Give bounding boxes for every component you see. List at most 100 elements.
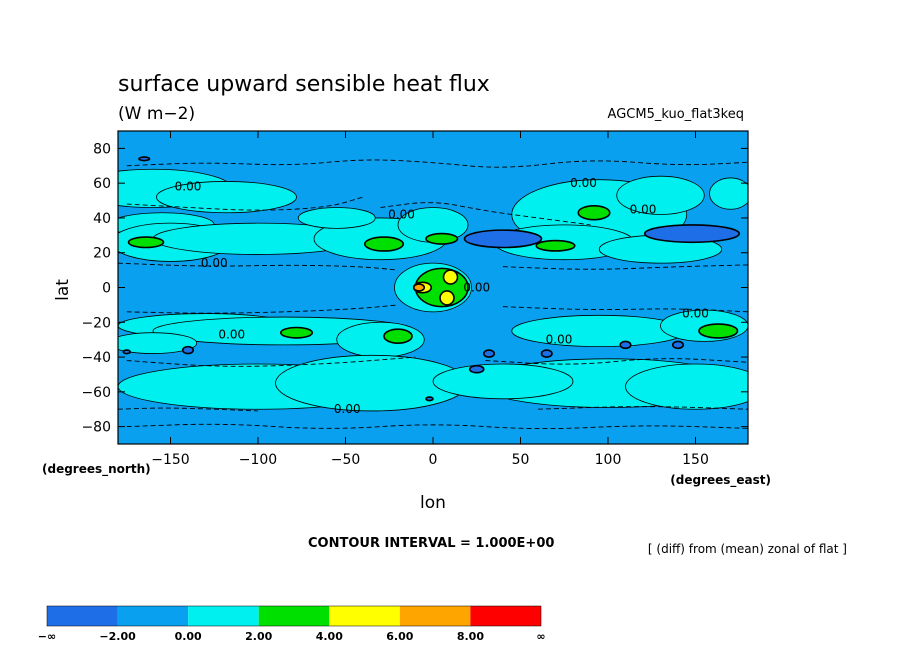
chart-title: surface upward sensible heat flux <box>118 72 490 97</box>
contour-region <box>412 283 426 292</box>
contour-region <box>181 345 195 355</box>
x-tick-label: −150 <box>151 452 189 468</box>
x-tick-label: 50 <box>512 452 530 468</box>
dashed-contour-line <box>502 264 748 270</box>
y-tick-label: 60 <box>93 176 111 192</box>
contour-region <box>279 326 314 339</box>
colorbar-swatch <box>329 606 400 626</box>
dashed-contour-line <box>537 406 748 410</box>
contour-label: 0.00 <box>201 256 228 270</box>
contour-region <box>383 328 413 344</box>
colorbar-level-label: ∞ <box>536 630 545 643</box>
contour-region <box>616 175 705 215</box>
dashed-contour-line <box>126 304 399 314</box>
colorbar-swatch <box>258 606 330 626</box>
contour-region <box>511 314 688 348</box>
x-units-label: (degrees_east) <box>670 473 771 488</box>
dashed-contour-line <box>126 423 748 430</box>
contour-region <box>671 340 685 350</box>
x-tick-label: 0 <box>429 452 438 468</box>
colorbar-level-label: 4.00 <box>316 630 343 643</box>
plot-area: 0.00 0.00 0.00 0.00 0.00 0.00 0.00 0.00 0.00 0.00 <box>117 130 749 445</box>
x-tick-label: −50 <box>331 452 361 468</box>
contour-region <box>439 290 455 306</box>
contour-level-1 <box>127 204 739 344</box>
colorbar-level-label: 2.00 <box>245 630 272 643</box>
contour-region <box>297 207 376 229</box>
contour-label: 0.00 <box>630 202 657 216</box>
contour-region <box>425 396 434 402</box>
dashed-contour-line <box>118 407 259 412</box>
contour-label: 0.00 <box>463 281 490 295</box>
y-tick-label: 40 <box>93 211 111 227</box>
colorbar: −∞ −2.00 0.00 2.00 4.00 6.00 8.00 ∞ <box>38 605 546 643</box>
colorbar-swatch <box>117 606 189 626</box>
x-tick-label: 100 <box>595 452 622 468</box>
contour-label: 0.00 <box>682 307 709 321</box>
contour-region <box>127 236 165 249</box>
contour-region <box>643 224 741 244</box>
contour-level-4 <box>122 156 741 402</box>
contour-region <box>698 323 739 339</box>
contour-region <box>442 269 459 285</box>
contour-region <box>118 332 198 354</box>
contour-label: 0.00 <box>175 180 202 194</box>
x-axis-label: lon <box>420 493 446 513</box>
y-axis: 80 60 40 20 0 −20 −40 −60 −80 <box>81 141 748 436</box>
dashed-contour-line <box>485 358 748 365</box>
dashed-contour-line <box>126 159 748 168</box>
contour-region <box>156 181 297 214</box>
dashed-contour-line <box>380 202 591 226</box>
operation-note: [ (diff) from (mean) zonal of flat ] <box>648 542 847 556</box>
x-tick-label: 150 <box>682 452 709 468</box>
contour-label: 0.00 <box>334 402 361 416</box>
colorbar-frame <box>46 605 542 627</box>
contour-region <box>482 349 496 358</box>
x-tick-label: −100 <box>239 452 277 468</box>
contour-region <box>138 156 151 162</box>
contour-region <box>709 177 748 210</box>
filled-contours <box>118 156 748 412</box>
y-tick-label: 0 <box>102 281 111 297</box>
colorbar-swatch <box>188 606 259 626</box>
y-tick-label: −40 <box>81 350 111 366</box>
y-axis-label: lat <box>53 279 73 301</box>
contour-label: 0.00 <box>570 176 597 190</box>
contour-region <box>463 229 543 249</box>
colorbar-swatch <box>470 606 541 626</box>
dashed-contour-line <box>502 306 748 313</box>
contour-region <box>425 232 459 245</box>
contour-interval: CONTOUR INTERVAL = 1.000E+00 <box>308 536 554 551</box>
contour-region <box>432 363 574 400</box>
contour-region <box>535 239 576 252</box>
y-tick-label: 20 <box>93 246 111 262</box>
contour-labels: 0.00 0.00 0.00 0.00 0.00 0.00 0.00 0.00 0.00 0.00 <box>175 176 709 416</box>
contour-level-3 <box>412 283 426 292</box>
chart-units: (W m−2) <box>118 104 195 124</box>
contour-region <box>122 349 132 355</box>
colorbar-level-label: 6.00 <box>386 630 413 643</box>
dashed-contour-line <box>126 356 416 367</box>
dashed-contour-line <box>126 196 364 211</box>
y-tick-label: −80 <box>81 420 111 436</box>
x-axis: −150 −100 −50 0 50 100 150 <box>151 131 709 468</box>
y-units-label: (degrees_north) <box>42 462 151 477</box>
contour-region <box>540 349 553 358</box>
colorbar-swatch <box>47 606 118 626</box>
y-tick-label: 80 <box>93 141 111 157</box>
colorbar-swatch <box>399 606 471 626</box>
contour-region <box>468 364 485 374</box>
colorbar-level-label: 0.00 <box>175 630 202 643</box>
y-tick-label: −20 <box>81 315 111 331</box>
contour-region <box>577 204 611 221</box>
colorbar-level-label: −∞ <box>38 630 56 643</box>
contour-label: 0.00 <box>546 333 573 347</box>
contour-label: 0.00 <box>388 207 415 221</box>
contour-region <box>363 236 405 252</box>
contour-region <box>619 340 632 350</box>
contour-label: 0.00 <box>218 327 245 341</box>
negative-contours <box>118 159 748 430</box>
dashed-contour-line <box>118 262 399 271</box>
colorbar-level-label: 8.00 <box>457 630 484 643</box>
